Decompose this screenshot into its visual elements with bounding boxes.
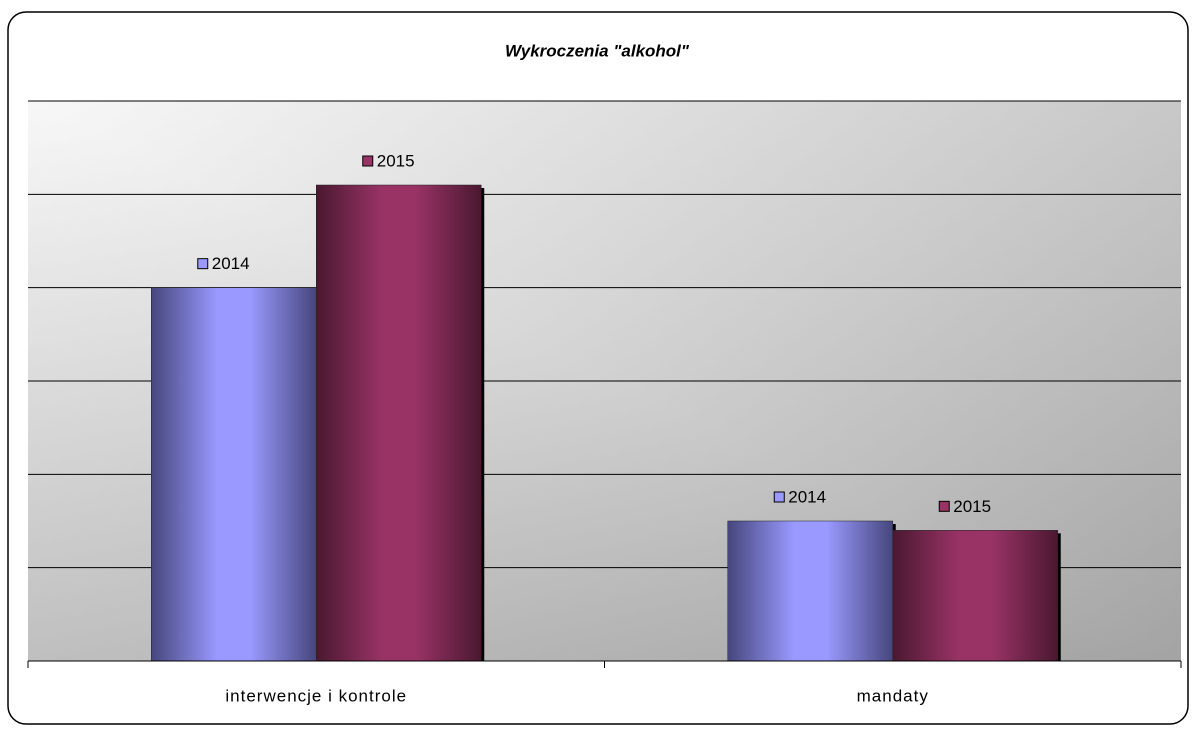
data-label: 2014 (212, 254, 250, 273)
data-label: 2015 (953, 497, 991, 516)
legend-key (773, 491, 785, 503)
bar (316, 184, 482, 662)
bar (151, 287, 317, 662)
bar (727, 520, 893, 662)
chart-title: Wykroczenia "alkohol" (505, 41, 690, 60)
legend-key (197, 258, 209, 270)
x-tick-label: mandaty (857, 686, 929, 705)
data-label: 2015 (377, 151, 415, 170)
legend-key (938, 500, 950, 512)
x-tick-label: interwencje i kontrole (225, 686, 407, 705)
legend-key (362, 155, 374, 167)
data-label: 2014 (788, 487, 826, 506)
bar (892, 530, 1058, 662)
